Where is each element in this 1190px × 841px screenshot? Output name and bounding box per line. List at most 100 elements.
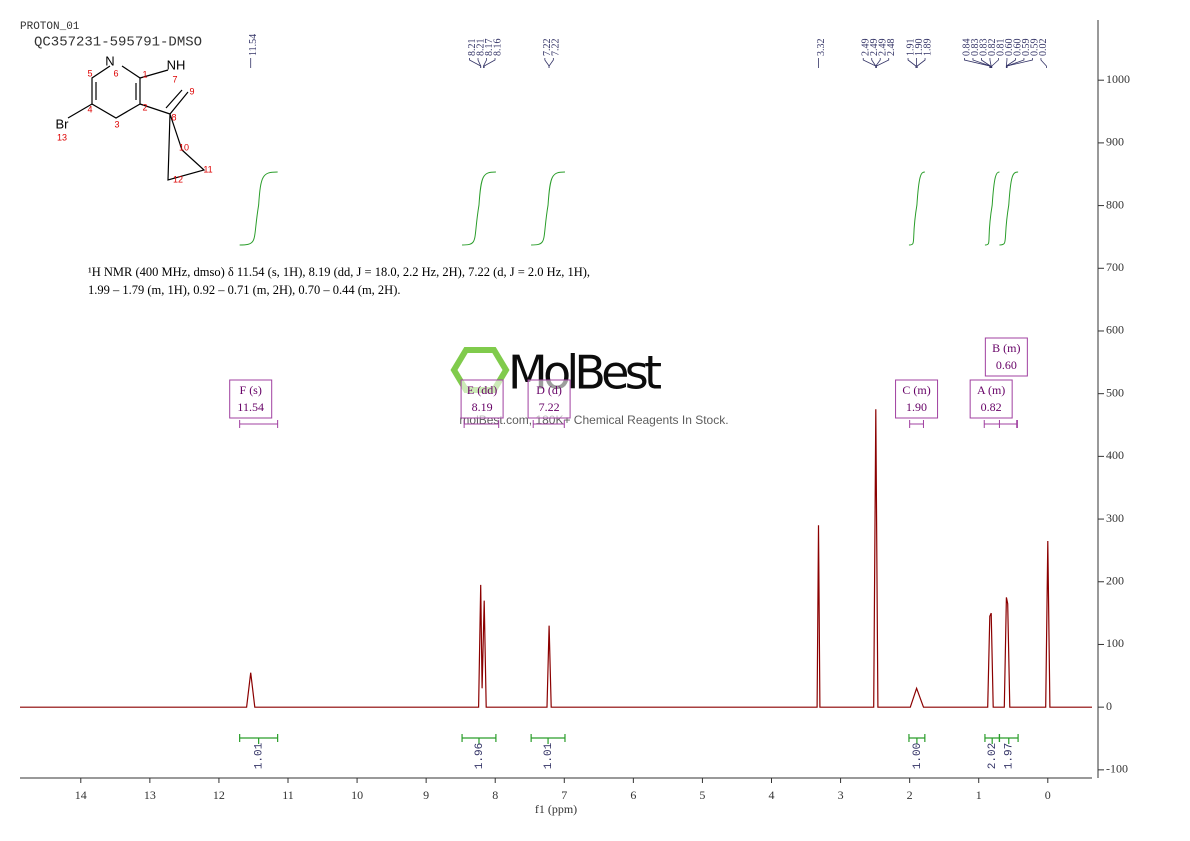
- integral-bracket: [984, 734, 1001, 744]
- atom-number: 12: [173, 174, 183, 184]
- x-tick-label: 6: [630, 788, 636, 802]
- peak-label: 0.60: [1013, 39, 1024, 57]
- multiplet-name: D (d): [536, 383, 562, 397]
- spectrum: [20, 409, 1092, 708]
- x-tick-label: 8: [492, 788, 498, 802]
- peak-connector: [1006, 58, 1033, 68]
- atom-symbol: Br: [56, 116, 70, 131]
- y-tick-label: 900: [1106, 135, 1124, 149]
- experiment: PROTON_01: [20, 21, 80, 33]
- multiplet-box: [969, 379, 1013, 419]
- x-tick-label: 10: [351, 788, 363, 802]
- atom-number: 5: [87, 68, 92, 78]
- multiplet-box: [460, 379, 504, 419]
- peak-connector: [483, 58, 496, 68]
- peak-label: 2.49: [869, 39, 880, 57]
- y-tick-label: 0: [1106, 699, 1112, 713]
- x-tick-label: 3: [838, 788, 844, 802]
- y-tick-label: -100: [1106, 762, 1128, 776]
- description: ¹H NMR (400 MHz, dmso) δ 11.54 (s, 1H), …: [88, 265, 590, 297]
- atom-number: 7: [172, 74, 177, 84]
- atom-number: 2: [142, 102, 147, 112]
- atom-number: 10: [179, 142, 189, 152]
- integral-curve: [984, 171, 1000, 246]
- atom-number: 8: [171, 112, 176, 122]
- integral-curve: [531, 171, 565, 246]
- x-tick-label: 7: [561, 788, 567, 802]
- multiplet-range: [532, 420, 565, 428]
- atom-number: 9: [189, 86, 194, 96]
- multiplet-shift: 0.60: [996, 358, 1017, 372]
- peak-connector: [1040, 58, 1047, 68]
- x-tick-label: 13: [144, 788, 156, 802]
- integral-value: 1.96: [474, 743, 486, 769]
- peak-connector: [907, 58, 917, 68]
- peak-connector: [875, 58, 881, 68]
- integral-value: 2.02: [987, 743, 999, 769]
- multiplet-box: [895, 379, 939, 419]
- x-tick-label: 11: [282, 788, 294, 802]
- x-tick-label: 14: [75, 788, 87, 802]
- slogan: molBest.com, 180K+ Chemical Reagents In …: [459, 413, 728, 427]
- peak-label: 1.89: [922, 39, 933, 57]
- y-tick-label: 800: [1106, 197, 1124, 211]
- nmr-description: ¹H NMR (400 MHz, dmso) δ 11.54 (s, 1H), …: [88, 265, 590, 279]
- x-axis-label: f1 (ppm): [535, 802, 577, 816]
- x-tick-label: 0: [1045, 788, 1051, 802]
- multiplet-name: F (s): [240, 383, 262, 397]
- x-tick-label: 12: [213, 788, 225, 802]
- multiplet-range: [239, 420, 279, 428]
- peak-label: 2.48: [886, 39, 897, 57]
- atom-number: 1: [142, 69, 147, 79]
- x-tick-label: 2: [907, 788, 913, 802]
- y-tick-label: 400: [1106, 448, 1124, 462]
- integral-value: 1.97: [1004, 743, 1016, 769]
- peak-label: 8.21: [475, 39, 486, 57]
- peak-label: 1.91: [905, 39, 916, 57]
- integral-bracket: [908, 734, 926, 744]
- peak-label: 8.16: [492, 38, 503, 56]
- peak-connector: [981, 58, 991, 68]
- integral-bracket: [461, 734, 497, 744]
- peak-label: 0.83: [979, 39, 990, 57]
- peak-connector: [1005, 58, 1016, 68]
- atom-symbol: NH: [167, 57, 186, 72]
- multiplet-range: [463, 420, 500, 428]
- multiplet-name: C (m): [902, 383, 930, 397]
- atom-number: 13: [57, 132, 67, 142]
- peak-connector: [916, 58, 926, 68]
- multiplet-shift: 11.54: [237, 400, 264, 414]
- atom-number: 6: [113, 68, 118, 78]
- integral-value: 1.00: [912, 743, 924, 769]
- integral-bracket: [239, 734, 279, 744]
- y-tick-label: 600: [1106, 323, 1124, 337]
- integral-bracket: [998, 734, 1019, 744]
- multiplet-box: [527, 379, 571, 419]
- bonds: [67, 69, 206, 181]
- integral-curve: [239, 171, 278, 246]
- y-tick-label: 700: [1106, 260, 1124, 274]
- peak-connector: [477, 58, 482, 68]
- multiplet-range: [909, 420, 924, 428]
- peak-label: 0.59: [1021, 39, 1032, 57]
- integral-bracket: [530, 734, 566, 744]
- x-tick-label: 1: [976, 788, 982, 802]
- peak-label: 11.54: [248, 34, 259, 56]
- peak-label: 0.83: [970, 39, 981, 57]
- peak-label: 8.21: [467, 39, 478, 57]
- peak-connector: [964, 58, 991, 68]
- multiplet-shift: 0.82: [981, 400, 1002, 414]
- peak-label: 0.84: [962, 39, 973, 57]
- integral-value: 1.01: [254, 742, 266, 769]
- multiplet-name: B (m): [992, 341, 1020, 355]
- peak-connector: [989, 58, 992, 68]
- atom-number: 11: [203, 164, 212, 174]
- atom-number: 3: [114, 119, 119, 129]
- y-tick-label: 1000: [1106, 72, 1130, 86]
- y-tick-label: 500: [1106, 385, 1124, 399]
- y-tick-label: 200: [1106, 574, 1124, 588]
- peak-connector: [876, 58, 890, 68]
- multiplet-shift: 1.90: [906, 400, 927, 414]
